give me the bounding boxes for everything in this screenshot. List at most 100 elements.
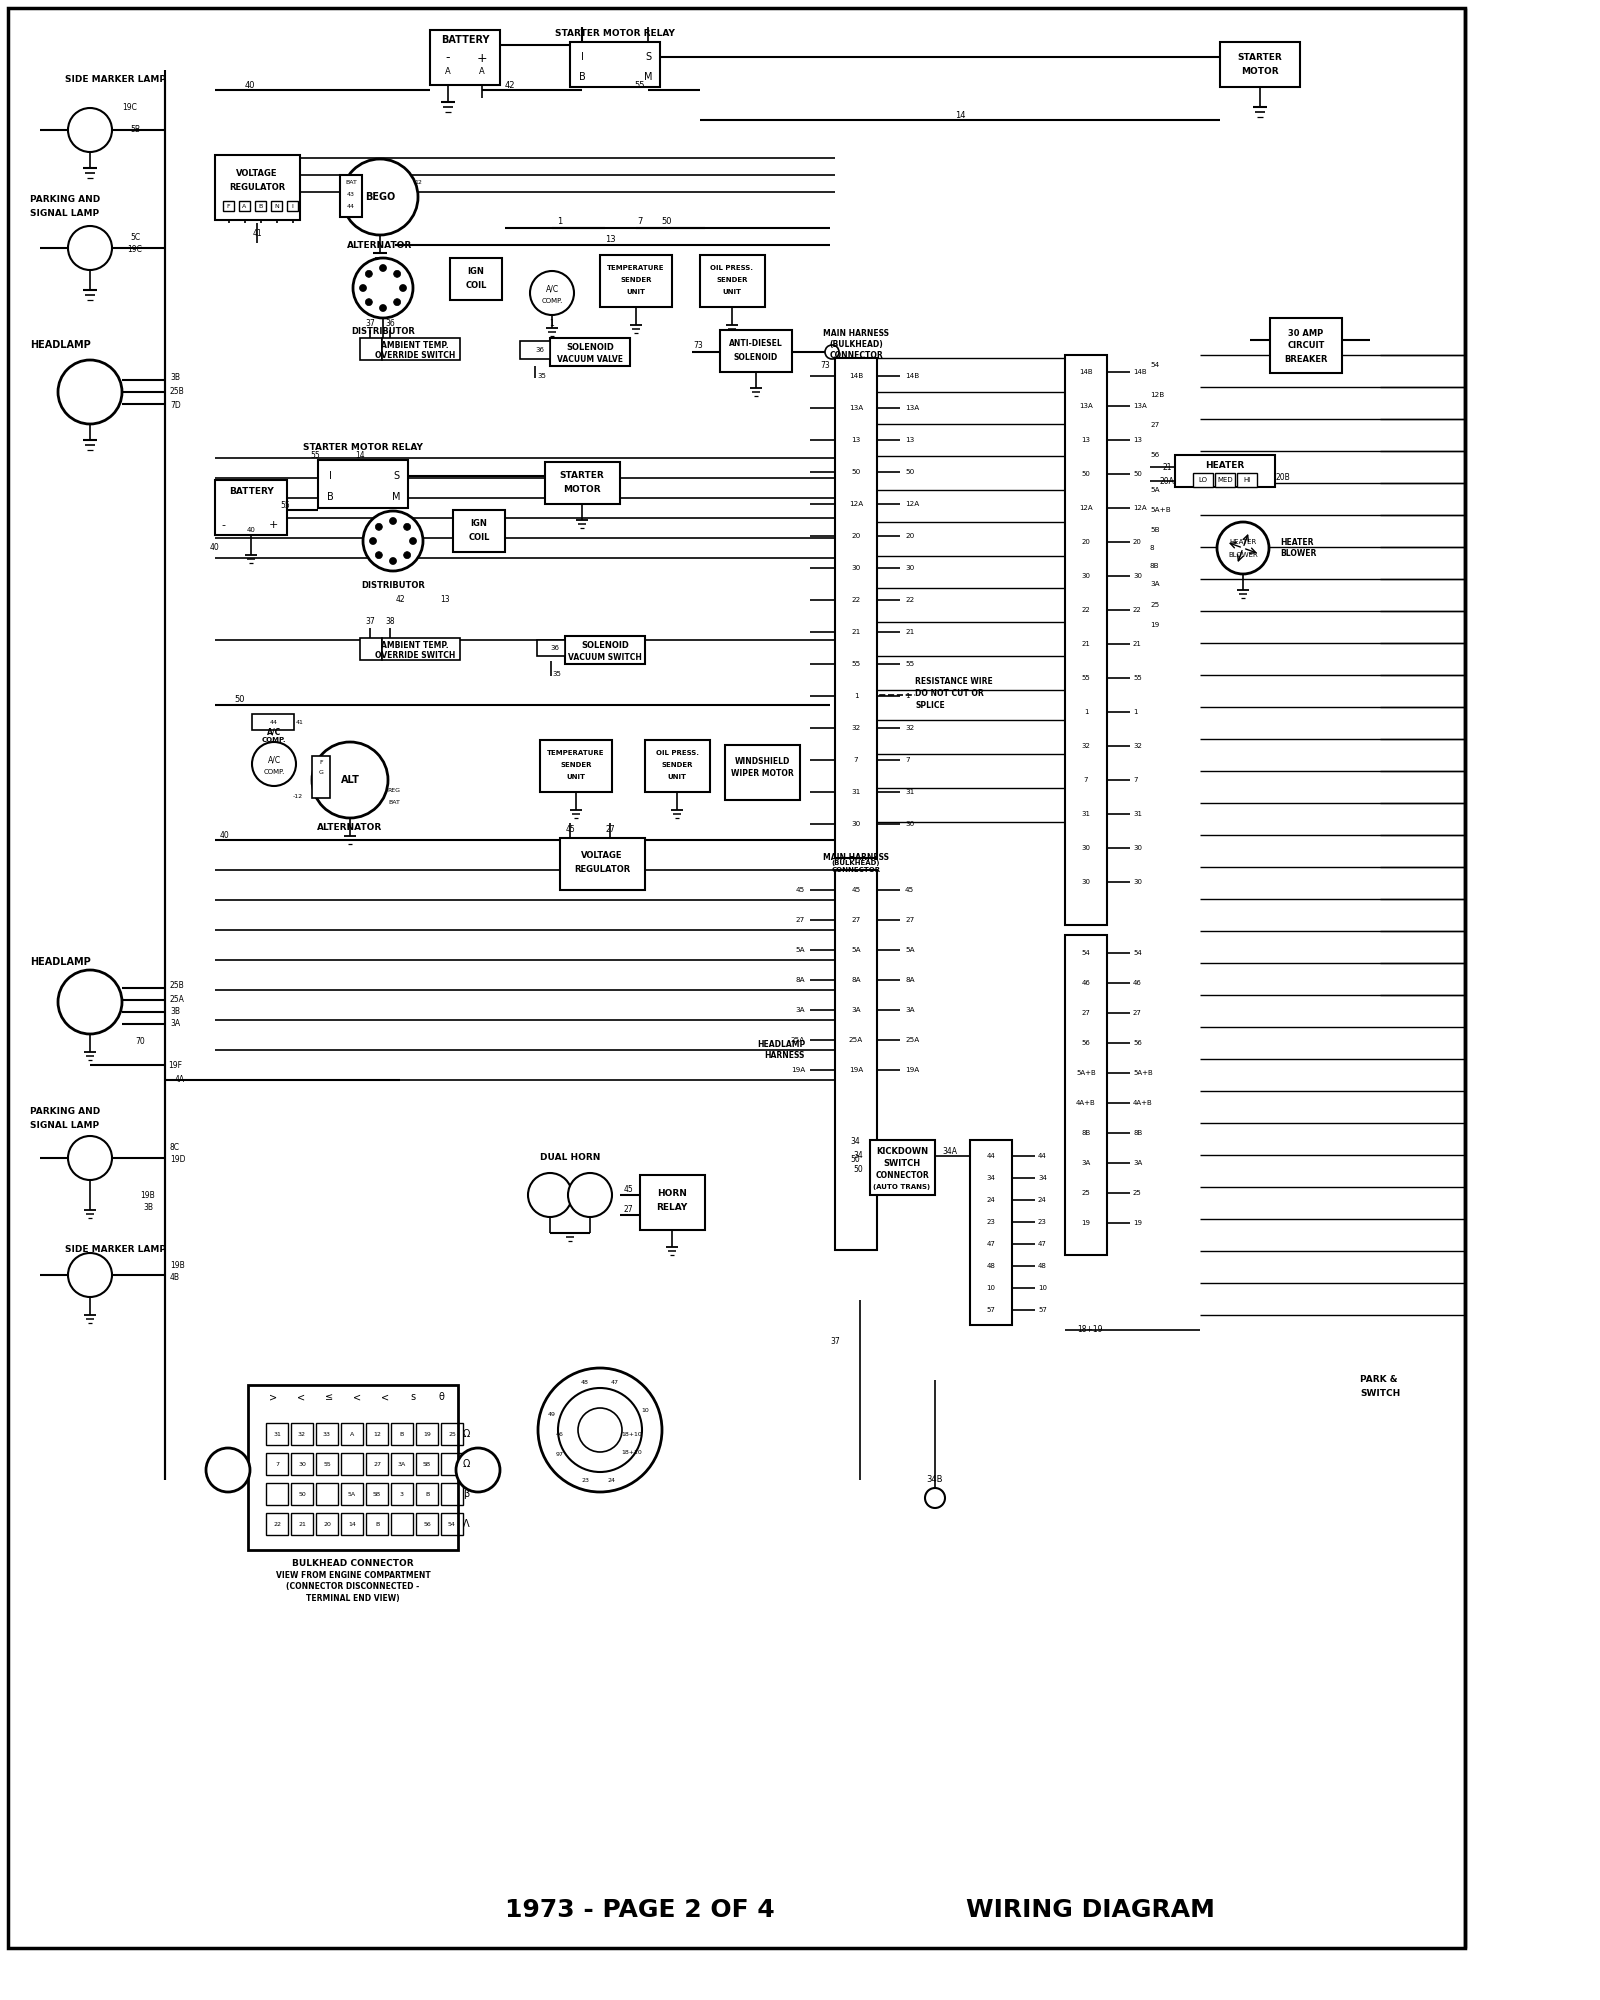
- Text: 12: 12: [373, 1432, 381, 1436]
- Circle shape: [558, 1388, 642, 1472]
- Text: MAIN HARNESS: MAIN HARNESS: [822, 328, 890, 338]
- Text: OIL PRESS.: OIL PRESS.: [656, 750, 699, 756]
- Text: 25: 25: [448, 1432, 456, 1436]
- Text: 12B: 12B: [1150, 392, 1165, 398]
- Text: 1: 1: [550, 318, 554, 328]
- Bar: [222, 202, 234, 210]
- Bar: [390, 1424, 413, 1444]
- Text: 21: 21: [1133, 640, 1142, 648]
- Circle shape: [379, 304, 387, 312]
- Text: VACUUM SWITCH: VACUUM SWITCH: [568, 654, 642, 662]
- Text: 31: 31: [274, 1432, 282, 1436]
- Text: 5A: 5A: [1150, 486, 1160, 492]
- Text: 30: 30: [851, 564, 861, 572]
- Text: 44: 44: [270, 720, 278, 724]
- Text: 50: 50: [1082, 470, 1091, 476]
- Text: 27: 27: [605, 826, 614, 834]
- Text: 70: 70: [134, 1038, 146, 1046]
- Bar: [312, 756, 330, 798]
- Text: A: A: [445, 68, 451, 76]
- Text: 46: 46: [1133, 980, 1142, 986]
- Text: 24: 24: [608, 1478, 616, 1482]
- Text: 3A: 3A: [906, 1008, 915, 1012]
- Text: 5A: 5A: [347, 1492, 357, 1496]
- Text: OVERRIDE SWITCH: OVERRIDE SWITCH: [374, 352, 454, 360]
- Text: PARKING AND: PARKING AND: [30, 196, 101, 204]
- Bar: [291, 1484, 314, 1504]
- Text: B: B: [579, 72, 586, 82]
- Text: DUAL HORN: DUAL HORN: [539, 1152, 600, 1162]
- Text: 8B: 8B: [1133, 1130, 1142, 1136]
- Text: 21: 21: [298, 1522, 306, 1526]
- Circle shape: [403, 524, 411, 530]
- Text: 25: 25: [1082, 1190, 1090, 1196]
- Text: 35: 35: [538, 372, 547, 380]
- Text: ANTI-DIESEL: ANTI-DIESEL: [730, 340, 782, 348]
- Bar: [266, 1424, 288, 1444]
- Text: I: I: [581, 52, 584, 62]
- Bar: [317, 1424, 338, 1444]
- Text: 44: 44: [1038, 1152, 1046, 1160]
- Text: 20: 20: [1133, 538, 1142, 544]
- Bar: [416, 1484, 438, 1504]
- Text: WIRING DIAGRAM: WIRING DIAGRAM: [965, 1898, 1214, 1922]
- Bar: [416, 1452, 438, 1476]
- Text: 12A: 12A: [850, 500, 862, 506]
- Circle shape: [342, 160, 418, 234]
- Text: ALTERNATOR: ALTERNATOR: [347, 240, 413, 250]
- Text: 30: 30: [851, 820, 861, 828]
- Text: 22: 22: [906, 596, 914, 604]
- Text: S: S: [645, 52, 651, 62]
- Text: 14B: 14B: [1078, 368, 1093, 376]
- Bar: [1237, 472, 1258, 486]
- Text: SENDER: SENDER: [560, 762, 592, 768]
- Text: Λ: Λ: [462, 1520, 469, 1528]
- Text: 43: 43: [347, 192, 355, 198]
- Text: DO NOT CUT OR: DO NOT CUT OR: [915, 690, 984, 698]
- Text: VOLTAGE: VOLTAGE: [581, 852, 622, 860]
- Text: B: B: [426, 1492, 429, 1496]
- Text: 48: 48: [581, 1380, 589, 1384]
- Text: ALT: ALT: [341, 774, 360, 784]
- Circle shape: [394, 270, 400, 278]
- Text: 40: 40: [246, 526, 256, 532]
- Text: 25B: 25B: [170, 388, 184, 396]
- Bar: [390, 1452, 413, 1476]
- Text: 23: 23: [987, 1218, 995, 1224]
- Text: -12: -12: [293, 794, 302, 798]
- Text: <: <: [354, 1392, 362, 1402]
- Text: 21: 21: [1082, 640, 1091, 648]
- Text: STARTER MOTOR RELAY: STARTER MOTOR RELAY: [302, 444, 422, 452]
- Bar: [442, 1484, 462, 1504]
- Text: (CONNECTOR DISCONNECTED -: (CONNECTOR DISCONNECTED -: [286, 1582, 419, 1592]
- Circle shape: [528, 1172, 573, 1216]
- Text: STARTER MOTOR RELAY: STARTER MOTOR RELAY: [555, 30, 675, 38]
- Text: 49: 49: [547, 1412, 557, 1418]
- Text: 7: 7: [637, 218, 643, 226]
- Text: 47: 47: [987, 1240, 995, 1248]
- Text: 3: 3: [400, 1492, 403, 1496]
- Text: 32: 32: [1133, 742, 1142, 748]
- Circle shape: [370, 538, 376, 544]
- Text: 19C: 19C: [123, 104, 138, 112]
- Text: 5A: 5A: [795, 948, 805, 954]
- Text: HI: HI: [1243, 476, 1251, 482]
- Text: 73: 73: [693, 342, 702, 350]
- Circle shape: [530, 270, 574, 314]
- Text: 35: 35: [552, 672, 562, 676]
- Text: A: A: [478, 68, 485, 76]
- Text: 37: 37: [365, 618, 374, 626]
- Text: 21: 21: [851, 628, 861, 636]
- Text: TERMINAL END VIEW): TERMINAL END VIEW): [306, 1594, 400, 1604]
- Text: 46: 46: [1082, 980, 1091, 986]
- Text: 14B: 14B: [1133, 368, 1147, 376]
- Bar: [291, 1452, 314, 1476]
- Text: -: -: [221, 520, 226, 530]
- Text: 7: 7: [275, 1462, 278, 1466]
- Circle shape: [312, 742, 387, 818]
- Text: DISTRIBUTOR: DISTRIBUTOR: [350, 328, 414, 336]
- Text: M: M: [392, 492, 400, 502]
- Text: N: N: [274, 204, 278, 208]
- Text: BATTERY: BATTERY: [229, 488, 274, 496]
- Text: 25A: 25A: [170, 994, 186, 1004]
